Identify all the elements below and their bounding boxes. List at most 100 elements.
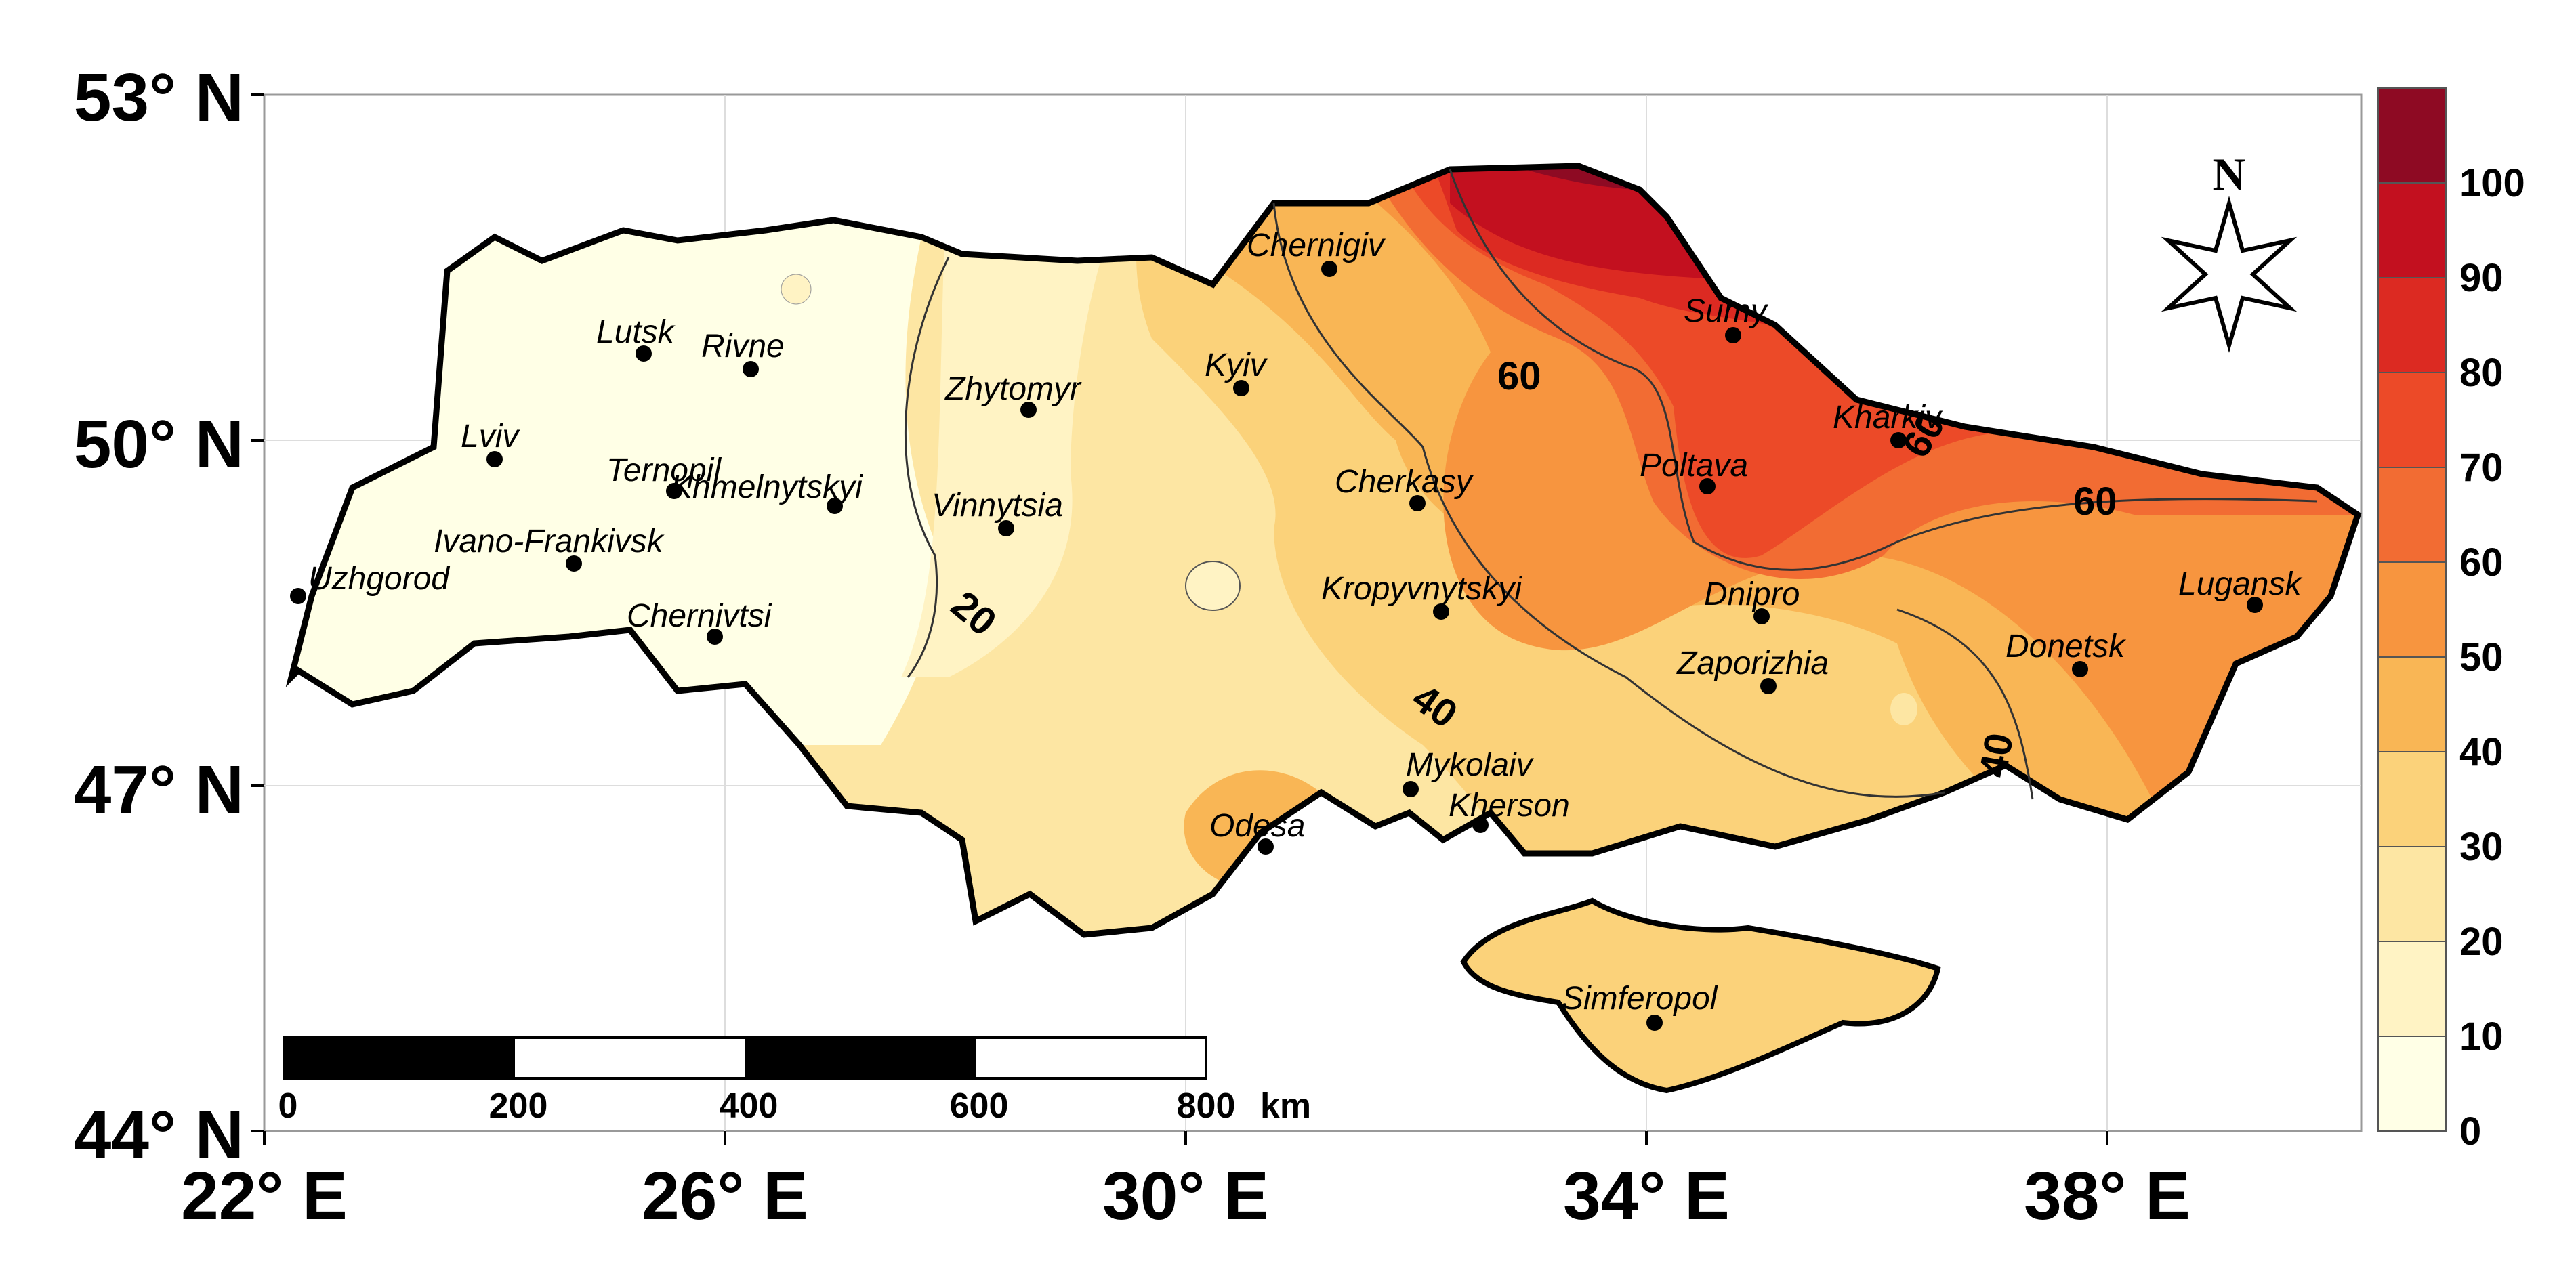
city-dot-sumy [1725,327,1741,343]
legend-swatch-6 [2377,656,2447,752]
ukraine-border [285,163,2362,938]
lon-label-30: 30° E [1102,1158,1269,1234]
city-dot-cherkasy [1409,495,1426,511]
scale-label-800: 800 [1177,1086,1236,1126]
city-label-sumy: Sumy [1684,293,1769,329]
legend-swatch-4 [2377,467,2447,563]
city-label-simferopol: Simferopol [1562,981,1718,1017]
city-label-chernivtsi: Chernivtsi [627,598,772,634]
legend-label-30: 30 [2459,825,2504,869]
city-dot-poltava [1699,478,1716,494]
city-label-poltava: Poltava [1640,448,1748,484]
city-label-mykolaiv: Mykolaiv [1406,747,1535,783]
legend-swatch-3 [2377,372,2447,468]
city-dot-ivano-frankivsk [566,555,582,572]
city-label-lviv: Lviv [461,419,520,454]
scale-label-200: 200 [489,1086,548,1126]
city-dot-rivne [743,361,759,377]
city-dot-simferopol [1646,1015,1663,1031]
city-label-lutsk: Lutsk [596,314,676,350]
legend-label-80: 80 [2459,351,2504,395]
city-label-ternopil: Ternopil [606,452,722,488]
contour-label-60-east: 60 [2073,480,2117,524]
city-dot-zhytomyr [1020,402,1037,418]
city-label-odesa: Odesa [1209,808,1305,844]
city-label-kyiv: Kyiv [1205,347,1268,383]
city-label-ivano-frankivsk: Ivano-Frankivsk [434,524,665,559]
city-dot-lugansk [2247,597,2263,613]
lat-label-53: 53° N [74,60,244,135]
city-label-dnipro: Dnipro [1704,576,1800,612]
north-arrow: N [2161,148,2298,353]
city-dot-uzhgorod [290,588,306,604]
legend-label-0: 0 [2459,1109,2481,1153]
legend-label-70: 70 [2459,446,2504,490]
scale-label-0: 0 [278,1086,298,1126]
city-dot-kherson [1472,817,1489,833]
scale-label-400: 400 [720,1086,778,1126]
scale-unit: km [1260,1086,1311,1126]
scale-label-600: 600 [950,1086,1009,1126]
lon-label-22: 22° E [181,1158,348,1234]
scale-labels: 0 200 400 600 800 km [278,1086,1312,1126]
lat-label-44: 44° N [74,1097,244,1173]
city-label-chernigiv: Chernigiv [1247,228,1386,263]
city-dot-mykolaiv [1403,781,1419,797]
latitude-labels: 53° N 50° N 47° N 44° N [74,60,244,1173]
city-label-kherson: Kherson [1449,788,1570,824]
axis-ticks [251,93,2108,1145]
city-dot-odesa [1258,838,1274,855]
legend-swatch-2 [2377,277,2447,373]
city-dot-vinnytsia [998,520,1014,536]
city-label-kharkiv: Kharkiv [1833,400,1943,436]
city-label-uzhgorod: Uzhgorod [308,561,450,597]
city-dot-lviv [486,451,503,467]
city-dot-kyiv [1233,380,1249,396]
city-dot-lutsk [636,345,652,362]
lat-label-47: 47° N [74,752,244,828]
legend-label-90: 90 [2459,256,2504,300]
city-dot-khmelnytskyi [827,498,843,514]
legend-swatch-8 [2377,846,2447,942]
longitude-labels: 22° E 26° E 30° E 34° E 38° E [181,1158,2190,1234]
city-dot-chernivtsi [707,629,723,645]
legend-swatch-5 [2377,561,2447,658]
legend-label-10: 10 [2459,1015,2504,1059]
legend-swatch-0 [2377,87,2447,184]
city-label-zaporizhia: Zaporizhia [1676,645,1829,681]
contour-label-40-east: 40 [1971,729,2022,780]
legend-swatch-9 [2377,941,2447,1037]
city-dot-ternopil [666,483,682,499]
city-label-zhytomyr: Zhytomyr [944,371,1082,407]
lat-label-50: 50° N [74,406,244,482]
city-dot-donetsk [2072,661,2088,677]
legend-label-50: 50 [2459,635,2504,679]
city-label-cherkasy: Cherkasy [1335,464,1474,500]
city-dot-kharkiv [1890,432,1907,448]
legend-label-40: 40 [2459,730,2504,774]
crimea-region [1460,897,1941,1094]
city-label-kropyvnytskyi: Kropyvnytskyi [1321,571,1522,607]
city-dot-kropyvnytskyi [1433,603,1449,620]
city-label-donetsk: Donetsk [2006,629,2127,664]
contour-lines [905,169,2318,800]
city-label-vinnytsia: Vinnytsia [932,488,1063,524]
contour-label-60-north: 60 [1497,354,1541,398]
city-label-lugansk: Lugansk [2178,566,2303,602]
lon-label-38: 38° E [2024,1158,2190,1234]
legend-label-60: 60 [2459,540,2504,585]
city-label-rivne: Rivne [701,328,785,364]
lon-label-34: 34° E [1563,1158,1730,1234]
legend-label-100: 100 [2459,161,2525,205]
lon-label-26: 26° E [642,1158,808,1234]
city-label-khmelnytskyi: Khmelnytskyi [671,469,863,505]
legend-swatch-1 [2377,182,2447,278]
city-dot-dnipro [1753,608,1770,624]
city-markers: Lutsk Rivne Lviv TernopilKhmelnytskyiIvano-… [290,228,2303,1031]
city-dot-zaporizhia [1760,678,1777,694]
north-arrow-label: N [2212,148,2245,200]
city-dot-chernigiv [1321,261,1337,277]
legend-swatch-10 [2377,1036,2447,1132]
